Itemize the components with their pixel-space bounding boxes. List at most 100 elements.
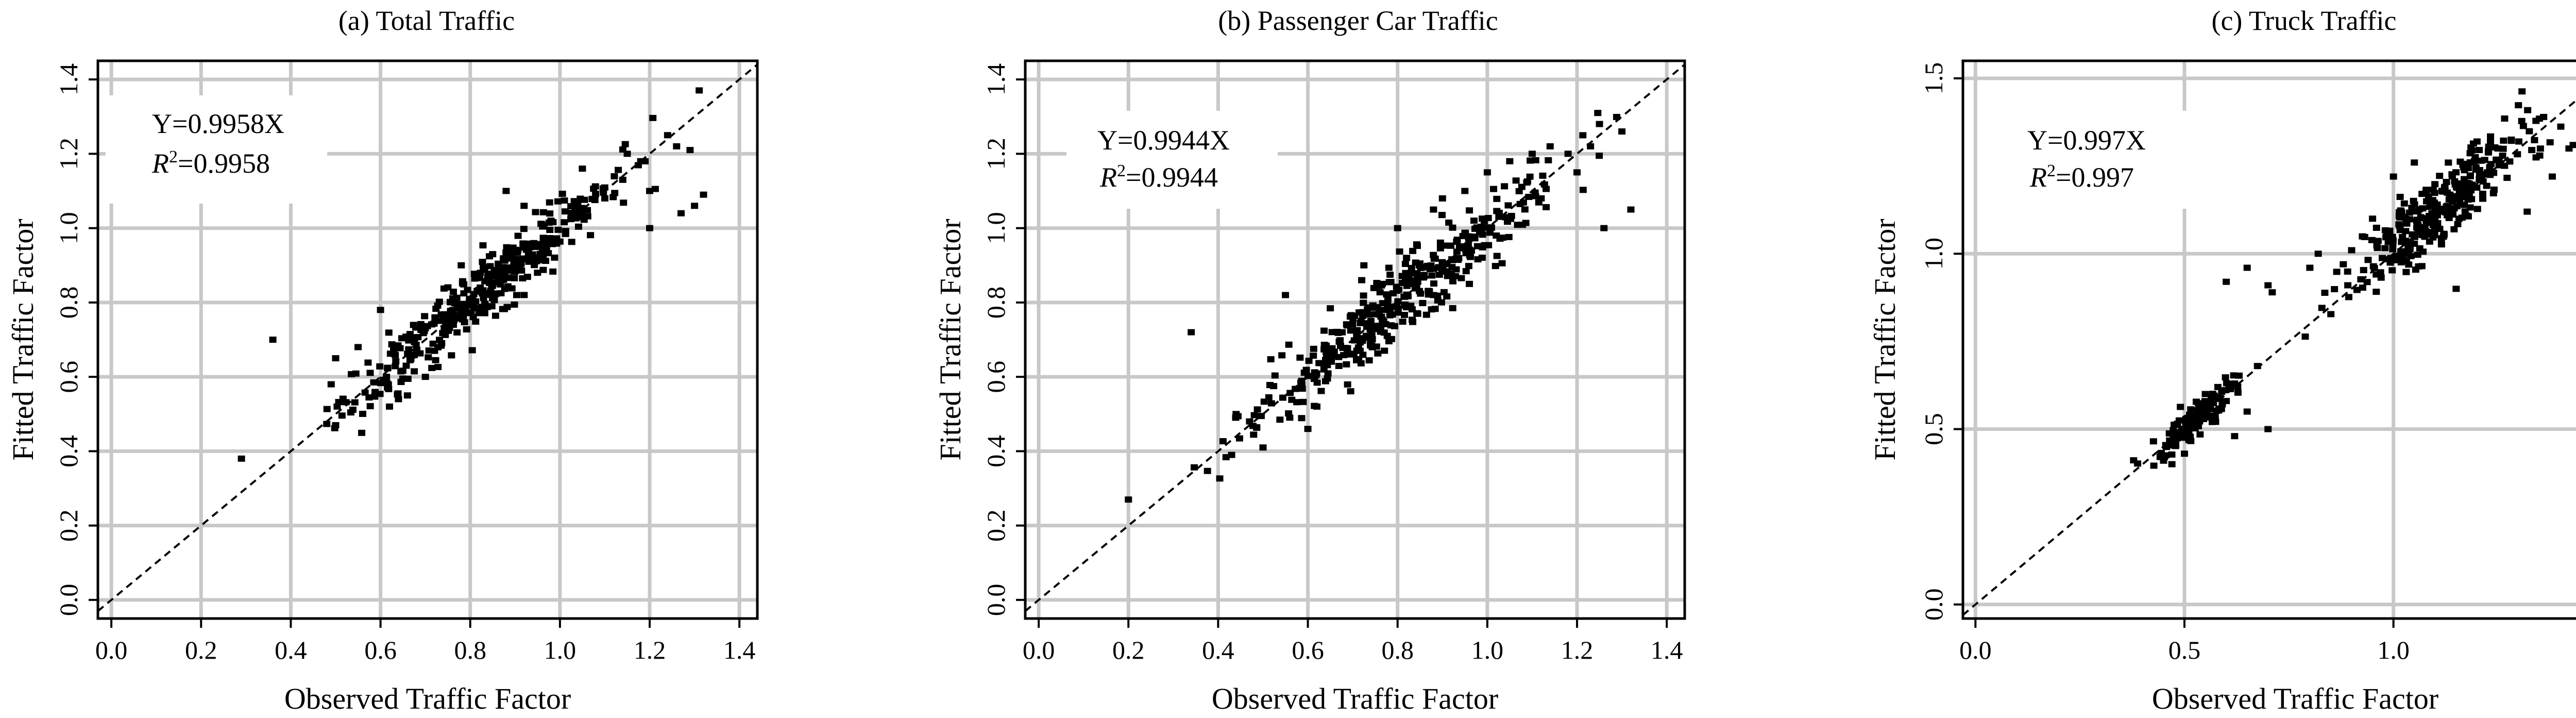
- data-point: [434, 344, 442, 350]
- data-point: [2466, 204, 2474, 211]
- data-point: [1349, 321, 1357, 328]
- data-point: [1305, 357, 1313, 364]
- x-tick-label: 0.5: [2168, 636, 2201, 664]
- data-point: [2526, 128, 2533, 135]
- data-point: [338, 412, 346, 419]
- data-point: [1267, 400, 1275, 407]
- data-point: [545, 239, 553, 245]
- data-point: [425, 347, 433, 354]
- data-point: [1276, 416, 1284, 423]
- data-point: [1328, 345, 1336, 352]
- data-point: [364, 359, 372, 366]
- data-point: [404, 375, 412, 382]
- data-point: [2548, 173, 2556, 180]
- data-point: [1453, 248, 1461, 255]
- y-tick-label: 1.2: [981, 138, 1010, 170]
- data-point: [2389, 173, 2397, 180]
- data-point: [1358, 338, 1366, 344]
- data-point: [481, 300, 489, 307]
- data-point: [1438, 259, 1446, 265]
- data-point: [1528, 151, 1536, 157]
- data-point: [2473, 138, 2481, 145]
- data-point: [477, 309, 484, 316]
- data-point: [2402, 269, 2410, 275]
- r2-value: =0.9944: [1126, 162, 1218, 193]
- data-point: [1480, 218, 1488, 225]
- data-point: [348, 371, 355, 377]
- data-point: [2389, 246, 2397, 253]
- data-point: [1344, 381, 1351, 388]
- data-point: [511, 301, 518, 308]
- data-point: [520, 203, 528, 209]
- data-point: [466, 296, 473, 303]
- data-point: [2384, 239, 2392, 245]
- data-point: [2485, 143, 2493, 150]
- data-point: [623, 151, 631, 157]
- data-point: [2422, 229, 2430, 236]
- data-point: [1265, 394, 1273, 400]
- data-point: [1324, 370, 1332, 377]
- r2-symbol: R: [151, 148, 169, 179]
- data-point: [1310, 352, 1317, 359]
- data-point: [2377, 274, 2385, 281]
- x-tick-label: 0.2: [185, 636, 217, 664]
- data-point: [463, 326, 470, 332]
- data-point: [1383, 332, 1391, 339]
- data-point: [1466, 246, 1473, 253]
- data-point: [2383, 228, 2391, 235]
- data-point: [486, 263, 494, 270]
- data-point: [354, 344, 362, 350]
- data-point: [1232, 411, 1240, 418]
- data-point: [1333, 328, 1341, 335]
- data-point: [1253, 406, 1261, 413]
- scatter-points: [238, 87, 707, 462]
- data-point: [1487, 224, 1495, 231]
- data-point: [2264, 282, 2272, 289]
- data-point: [558, 190, 566, 197]
- data-point: [2344, 282, 2352, 289]
- data-point: [2448, 206, 2456, 212]
- data-point: [520, 292, 528, 298]
- data-point: [1419, 299, 1427, 306]
- r2-value: =0.997: [2056, 162, 2134, 193]
- data-point: [1498, 260, 1506, 266]
- data-point: [1525, 194, 1533, 201]
- data-point: [2345, 294, 2352, 300]
- x-tick-label: 0.6: [1292, 636, 1324, 664]
- data-point: [2456, 199, 2464, 206]
- data-point: [1271, 372, 1279, 379]
- data-point: [2476, 170, 2483, 177]
- data-point: [2168, 442, 2176, 449]
- data-point: [2321, 290, 2329, 296]
- data-point: [1378, 282, 1385, 289]
- data-point: [1360, 262, 1368, 269]
- data-point: [2456, 187, 2464, 194]
- data-point: [1335, 354, 1343, 360]
- data-point: [2458, 214, 2466, 221]
- data-point: [2243, 408, 2251, 415]
- data-point: [366, 370, 374, 376]
- data-point: [1386, 309, 1394, 316]
- data-point: [2466, 172, 2474, 179]
- data-point: [359, 410, 367, 417]
- data-point: [1440, 289, 1448, 295]
- data-point: [1527, 157, 1534, 164]
- data-point: [2211, 413, 2219, 420]
- x-axis-title: Observed Traffic Factor: [2152, 682, 2438, 715]
- data-point: [383, 380, 391, 387]
- data-point: [383, 373, 391, 380]
- x-tick-label: 0.4: [1202, 636, 1234, 664]
- data-point: [1219, 438, 1227, 445]
- x-axis: 0.0 0.2 0.4 0.6 0.8 1.0 1.2 1.4: [95, 619, 755, 664]
- data-point: [1396, 248, 1403, 255]
- x-tick-label: 1.0: [1471, 636, 1504, 664]
- x-tick-label: 0.8: [1381, 636, 1414, 664]
- data-point: [425, 354, 432, 361]
- data-point: [1532, 157, 1539, 163]
- data-point: [2200, 415, 2208, 422]
- data-point: [395, 396, 402, 403]
- data-point: [1429, 265, 1437, 272]
- data-point: [2414, 208, 2422, 214]
- data-point: [1596, 121, 1603, 127]
- data-point: [2414, 222, 2422, 228]
